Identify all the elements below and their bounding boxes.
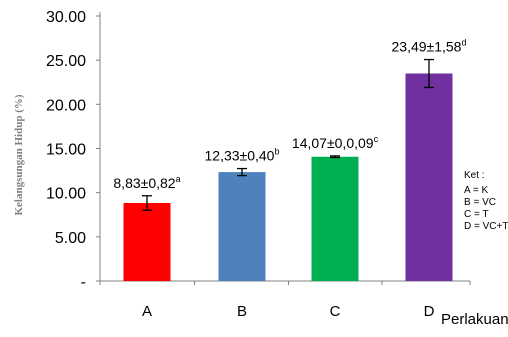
y-tick-label: 20.00 [46, 97, 86, 114]
bar-A [123, 203, 171, 281]
legend-entry: A = K [464, 185, 489, 196]
y-tick-label: 10.00 [46, 186, 86, 203]
y-axis-label: Kelangsungan Hidup (%) [13, 94, 25, 215]
legend-title: Ket : [464, 170, 485, 181]
x-axis-label: Perlakuan [441, 311, 508, 328]
data-label: 12,33±0,40b [205, 147, 280, 164]
y-tick-label: 5.00 [55, 230, 86, 247]
legend-entry: B = VC [464, 197, 496, 208]
legend: Ket : A = K B = VC C = T D = VC+T [464, 170, 508, 232]
y-tick-label: - [81, 274, 86, 291]
bar-B [218, 172, 266, 281]
x-tick-label: B [237, 303, 247, 320]
bar-D [405, 73, 453, 281]
legend-entry: D = VC+T [464, 221, 508, 232]
x-tick-label: A [142, 303, 152, 320]
bar-C [311, 156, 359, 281]
data-label: 8,83±0,82a [113, 174, 180, 191]
y-tick-label: 30.00 [46, 9, 86, 26]
y-tick-label: 15.00 [46, 142, 86, 159]
legend-entry: C = T [464, 209, 489, 220]
y-tick-label: 25.00 [46, 53, 86, 70]
data-label: 14,07±0,0,09c [292, 134, 379, 151]
x-tick-label: C [330, 303, 341, 320]
x-tick-label: D [424, 303, 435, 320]
data-label: 23,49±1,58d [392, 38, 467, 55]
